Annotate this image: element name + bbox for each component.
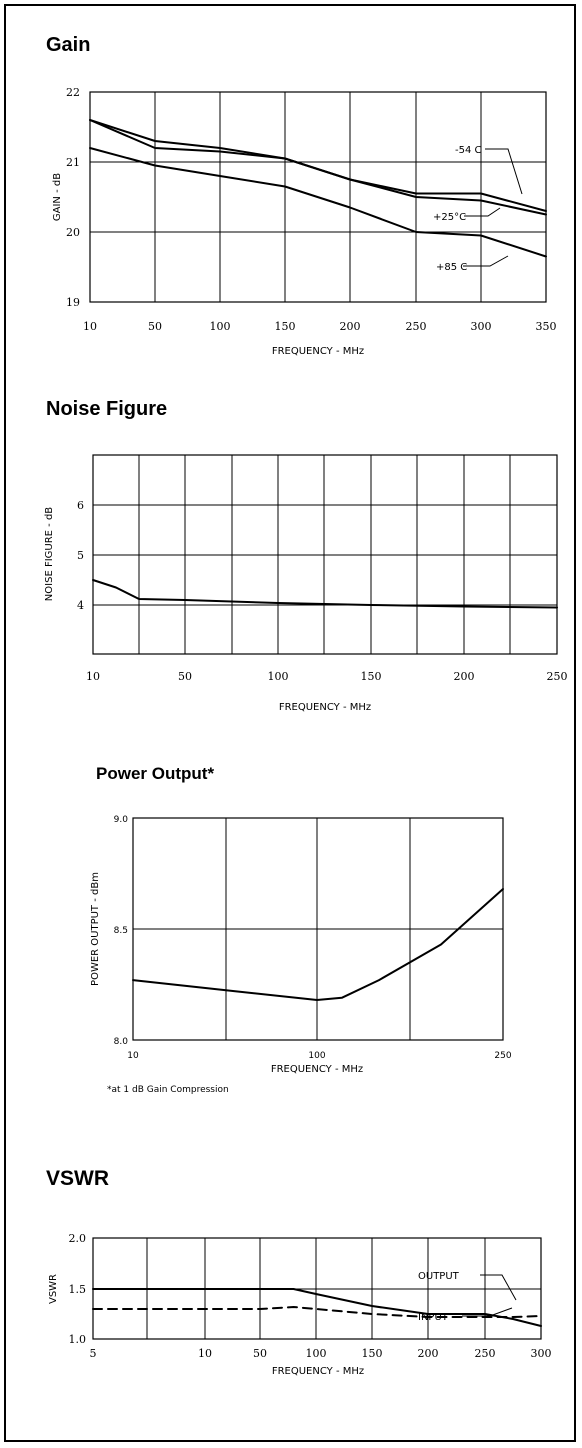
series-line-0 [132, 888, 504, 1001]
x-axis-label: FREQUENCY - MHz [272, 346, 364, 357]
x-tick-label: 250 [406, 320, 427, 333]
y-tick-label: 2.0 [69, 1232, 87, 1245]
plot-area-border [92, 454, 558, 655]
series-line-0 [92, 579, 558, 609]
x-tick-label: 250 [475, 1347, 496, 1360]
x-tick-label: 300 [531, 1347, 552, 1360]
plot-area-border [89, 91, 547, 303]
y-axis-label: VSWR [48, 1274, 59, 1304]
plot-area-border [132, 817, 504, 1041]
y-axis-label: GAIN - dB [52, 173, 63, 221]
series-line-0 [92, 1288, 542, 1327]
x-tick-label: 200 [454, 670, 475, 683]
x-tick-label: 150 [362, 1347, 383, 1360]
x-tick-label: 100 [306, 1347, 327, 1360]
series-line-1 [92, 1306, 542, 1318]
page-frame [4, 4, 576, 1442]
y-tick-label: 8.5 [114, 926, 128, 936]
noise-figure-chart-title: Noise Figure [46, 398, 168, 420]
x-tick-label: 250 [547, 670, 568, 683]
x-tick-label: 200 [340, 320, 361, 333]
callout-arrow [480, 1274, 517, 1301]
y-tick-label: 5 [77, 549, 84, 562]
vswr-chart-title: VSWR [46, 1167, 109, 1190]
y-tick-label: 21 [66, 156, 80, 169]
x-tick-label: 50 [178, 670, 192, 683]
x-tick-label: 200 [418, 1347, 439, 1360]
x-tick-label: 10 [127, 1051, 139, 1061]
callout-arrow [485, 148, 523, 195]
y-tick-label: 9.0 [114, 815, 129, 825]
x-axis-label: FREQUENCY - MHz [272, 1366, 364, 1377]
y-tick-label: 1.0 [69, 1333, 87, 1346]
gain-chart-title: Gain [46, 34, 91, 56]
x-tick-label: 150 [275, 320, 296, 333]
y-tick-label: 4 [77, 599, 84, 612]
x-axis-label: FREQUENCY - MHz [271, 1064, 363, 1075]
x-axis-label: FREQUENCY - MHz [279, 702, 371, 713]
callout-arrow [463, 255, 509, 267]
x-tick-label: 150 [361, 670, 382, 683]
y-axis-label: POWER OUTPUT - dBm [90, 872, 101, 986]
series-callout-label: +85 C [436, 262, 467, 273]
chart-1: 10 50 100 150 200 250 4 5 6 FREQUENCY - MHz NOISE … [44, 454, 568, 713]
x-tick-label: 300 [471, 320, 492, 333]
series-callout-label: +25°C [433, 212, 466, 223]
callout-arrow [462, 1307, 513, 1317]
y-tick-label: 8.0 [114, 1037, 129, 1047]
x-tick-label: 50 [148, 320, 162, 333]
series-callout-label: OUTPUT [418, 1271, 460, 1282]
series-callout-label: INPUT [418, 1312, 449, 1323]
x-tick-label: 5 [90, 1347, 97, 1360]
chart-footnote: *at 1 dB Gain Compression [107, 1085, 229, 1095]
x-tick-label: 100 [210, 320, 231, 333]
series-line-2 [89, 147, 547, 258]
x-tick-label: 100 [268, 670, 289, 683]
x-tick-label: 100 [308, 1051, 325, 1061]
x-tick-label: 250 [494, 1051, 511, 1061]
x-tick-label: 10 [86, 670, 100, 683]
chart-2: 10 100 250 8.0 8.5 9.0 FREQUENCY - MHz POWER OU… [90, 815, 512, 1095]
y-tick-label: 22 [66, 86, 80, 99]
series-callout-label: -54 C [455, 145, 482, 156]
x-tick-label: 10 [83, 320, 97, 333]
power-output-chart-title: Power Output* [96, 764, 215, 783]
y-tick-label: 1.5 [69, 1283, 87, 1296]
y-axis-label: NOISE FIGURE - dB [44, 507, 55, 601]
x-tick-label: 350 [536, 320, 557, 333]
y-tick-label: 19 [66, 296, 80, 309]
chart-0: 10 50 100 150 200 250 300 350 19 20 21 22 FREQUENCY … [52, 86, 557, 357]
x-tick-label: 50 [253, 1347, 267, 1360]
series-line-1 [89, 119, 547, 216]
chart-3: 5 10 50 100 150 200 250 300 1.0 1.5 2.0 FREQUENCY -… [48, 1232, 552, 1377]
y-tick-label: 6 [77, 499, 84, 512]
callout-arrow [464, 207, 501, 217]
x-tick-label: 10 [198, 1347, 212, 1360]
y-tick-label: 20 [66, 226, 80, 239]
